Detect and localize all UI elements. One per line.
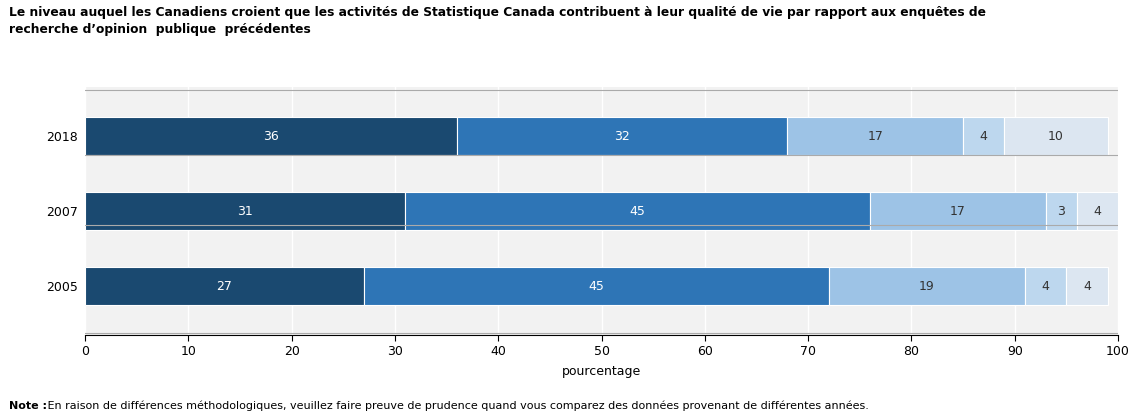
Text: 3: 3 (1057, 205, 1065, 218)
Bar (962, 117, 1004, 155)
Bar (405, 192, 871, 230)
Text: Le niveau auquel les Canadiens croient que les activités de Statistique Canada c: Le niveau auquel les Canadiens croient q… (9, 6, 986, 36)
Bar (85, 192, 405, 230)
Bar (829, 267, 1025, 305)
Text: En raison de différences méthodologiques, veuillez faire preuve de prudence quan: En raison de différences méthodologiques… (44, 401, 869, 411)
Text: 45: 45 (630, 205, 646, 218)
Text: 27: 27 (217, 280, 233, 292)
Bar (457, 117, 788, 155)
Bar (1004, 117, 1108, 155)
Text: 19: 19 (919, 280, 935, 292)
Bar (788, 117, 962, 155)
Bar (1025, 267, 1067, 305)
Bar (85, 267, 364, 305)
Text: 32: 32 (614, 130, 630, 143)
Text: 4: 4 (980, 130, 987, 143)
Text: 45: 45 (588, 280, 604, 292)
Text: 4: 4 (1042, 280, 1050, 292)
Text: Note :: Note : (9, 401, 47, 411)
X-axis label: pourcentage: pourcentage (562, 365, 641, 378)
Text: 17: 17 (950, 205, 966, 218)
Text: 4: 4 (1083, 280, 1091, 292)
Text: 36: 36 (263, 130, 279, 143)
Text: 31: 31 (237, 205, 253, 218)
Bar (1077, 192, 1118, 230)
Bar (1045, 192, 1077, 230)
Text: 4: 4 (1093, 205, 1101, 218)
Text: 17: 17 (867, 130, 883, 143)
Bar (871, 192, 1045, 230)
Bar (1067, 267, 1108, 305)
Text: 10: 10 (1048, 130, 1063, 143)
Bar (364, 267, 829, 305)
Bar (85, 117, 457, 155)
